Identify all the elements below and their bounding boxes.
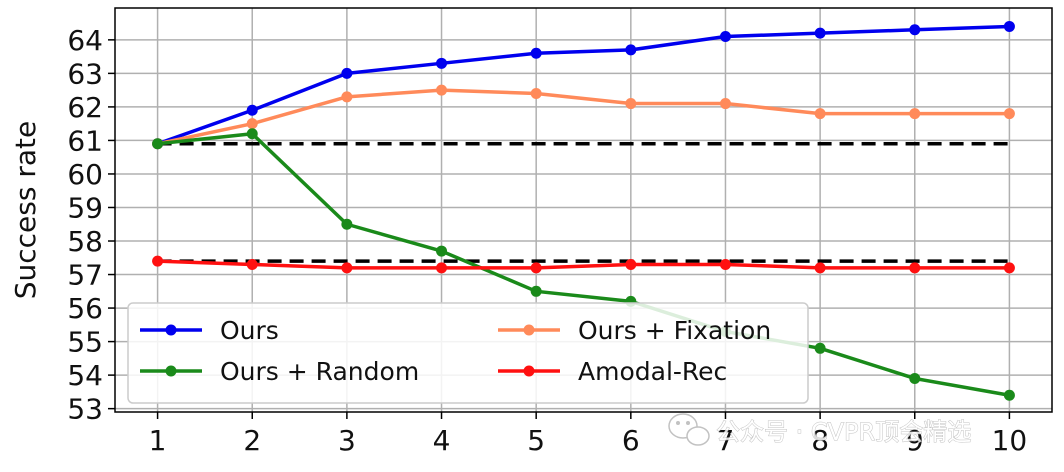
series-ours xyxy=(152,20,1015,150)
data-point xyxy=(341,67,353,79)
data-point xyxy=(341,91,353,103)
data-point xyxy=(625,258,637,270)
y-tick-label: 59 xyxy=(67,191,103,224)
y-tick-label: 56 xyxy=(67,292,103,325)
data-point xyxy=(909,108,921,120)
data-point xyxy=(1003,108,1015,120)
y-tick-label: 62 xyxy=(67,91,103,124)
data-point xyxy=(1003,262,1015,274)
data-point xyxy=(530,262,542,274)
data-point xyxy=(246,258,258,270)
data-point xyxy=(246,104,258,116)
x-tick-label: 10 xyxy=(992,424,1028,457)
data-point xyxy=(436,57,448,69)
series-amodal-rec xyxy=(152,255,1015,274)
x-tick-label: 3 xyxy=(338,424,356,457)
data-point xyxy=(719,30,731,42)
data-point xyxy=(246,118,258,130)
series-line xyxy=(157,131,1010,397)
y-tick-label: 57 xyxy=(67,259,103,292)
data-point xyxy=(814,108,826,120)
data-point xyxy=(152,255,164,267)
data-point xyxy=(625,44,637,56)
data-point xyxy=(1003,389,1015,401)
y-tick-label: 60 xyxy=(67,158,103,191)
y-tick-label: 58 xyxy=(67,225,103,258)
reference-lines xyxy=(157,142,1010,263)
data-point xyxy=(909,24,921,36)
x-axis-ticks: 1 2 3 4 5 6 7 8 9 10 xyxy=(149,412,1028,457)
watermark-text: 公众号 · CVPR顶会精选 xyxy=(716,418,971,446)
data-point xyxy=(436,84,448,96)
y-tick-label: 61 xyxy=(67,124,103,157)
data-point xyxy=(909,372,921,384)
y-tick-label: 54 xyxy=(67,359,103,392)
legend-item: Amodal-Rec xyxy=(498,357,727,386)
legend-label: Ours + Random xyxy=(220,357,419,386)
data-point xyxy=(814,262,826,274)
data-point xyxy=(530,47,542,59)
x-tick-label: 2 xyxy=(243,424,261,457)
data-point xyxy=(719,258,731,270)
y-tick-label: 64 xyxy=(67,24,103,57)
y-tick-label: 53 xyxy=(67,393,103,426)
data-point xyxy=(814,342,826,354)
legend-swatch-marker xyxy=(165,365,177,377)
legend-swatch-marker xyxy=(165,324,177,336)
data-point xyxy=(719,98,731,110)
x-tick-label: 5 xyxy=(527,424,545,457)
y-tick-label: 55 xyxy=(67,326,103,359)
legend-item: Ours + Fixation xyxy=(498,316,771,345)
x-tick-label: 8 xyxy=(811,424,829,457)
x-tick-label: 9 xyxy=(906,424,924,457)
y-tick-label: 63 xyxy=(67,57,103,90)
data-point xyxy=(436,245,448,257)
series-line xyxy=(157,24,1010,146)
series-line xyxy=(157,259,1010,270)
data-point xyxy=(436,262,448,274)
plot-frame xyxy=(114,7,1053,413)
data-point xyxy=(341,218,353,230)
data-point xyxy=(814,27,826,39)
data-point xyxy=(530,285,542,297)
series-layer xyxy=(152,20,1015,401)
data-point xyxy=(530,87,542,99)
legend-label: Amodal-Rec xyxy=(578,357,727,386)
legend-box xyxy=(127,302,809,404)
data-point xyxy=(246,128,258,140)
legend: Ours Ours + Fixation Ours + Random Amodal-R… xyxy=(127,302,809,404)
legend-label: Ours + Fixation xyxy=(578,316,771,345)
data-point xyxy=(909,262,921,274)
y-axis-label: Success rate xyxy=(9,121,42,300)
legend-label: Ours xyxy=(220,316,279,345)
data-point xyxy=(1003,20,1015,32)
data-point xyxy=(625,98,637,110)
data-point xyxy=(152,138,164,150)
legend-item: Ours + Random xyxy=(140,357,419,386)
x-tick-label: 1 xyxy=(149,424,167,457)
data-point xyxy=(341,262,353,274)
x-tick-label: 4 xyxy=(433,424,451,457)
wechat-icon xyxy=(668,413,710,446)
legend-item: Ours xyxy=(140,316,279,345)
x-tick-label: 6 xyxy=(622,424,640,457)
legend-swatch-marker xyxy=(523,365,535,377)
watermark: 公众号 · CVPR顶会精选 xyxy=(668,413,972,447)
legend-swatch-marker xyxy=(523,324,535,336)
series-ours-fixation xyxy=(152,84,1015,150)
series-line xyxy=(157,88,1010,146)
x-tick-label: 7 xyxy=(717,424,735,457)
